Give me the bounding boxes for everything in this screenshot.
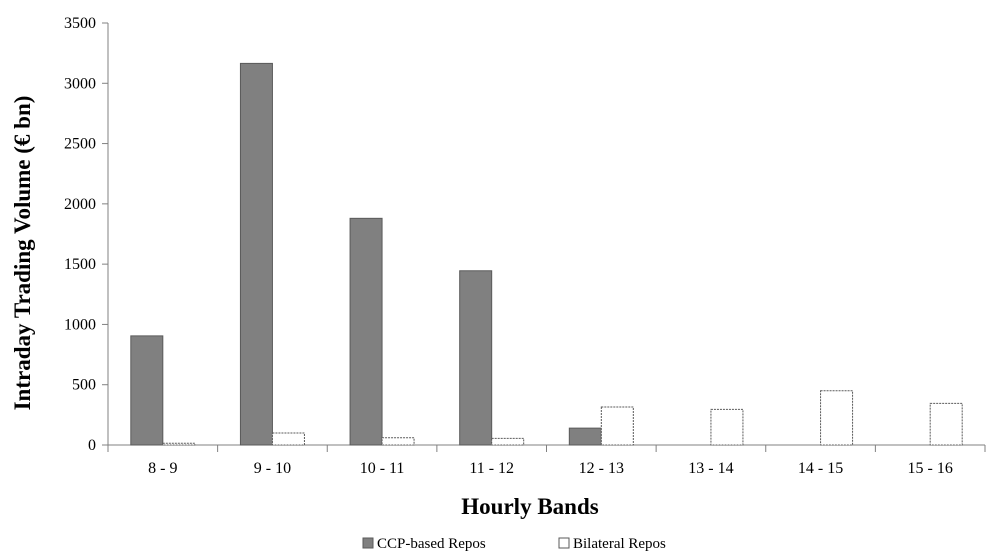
x-tick-label: 13 - 14 — [688, 460, 733, 477]
bar-bilateral-repos — [820, 390, 854, 446]
x-axis: 8 - 9 9 - 10 10 - 11 11 - 12 12 - 13 13 - 14 1… — [107, 444, 986, 477]
legend-label: Bilateral Repos — [573, 536, 666, 552]
bars — [130, 62, 963, 446]
bar-bilateral-repos — [929, 402, 963, 446]
x-tick-label: 8 - 9 — [148, 460, 177, 477]
y-tick-label: 2000 — [64, 196, 96, 213]
x-tick-label: 11 - 12 — [469, 460, 514, 477]
bar-bilateral-repos — [491, 437, 525, 446]
bar-bilateral-repos — [710, 408, 744, 446]
bar-bilateral-repos — [381, 437, 415, 446]
x-tick-label: 12 - 13 — [579, 460, 624, 477]
bar-ccp-based-repos — [459, 270, 493, 446]
bar-ccp-based-repos — [349, 217, 383, 446]
bar-bilateral-repos — [271, 432, 305, 446]
x-tick-label: 9 - 10 — [254, 460, 291, 477]
x-tick-label: 14 - 15 — [798, 460, 843, 477]
y-axis: 0 500 1000 1500 2000 2500 3000 3500 — [64, 15, 109, 454]
y-tick-label: 0 — [88, 437, 96, 454]
bar-bilateral-repos — [162, 442, 196, 446]
legend: CCP-based Repos Bilateral Repos — [362, 536, 666, 552]
y-tick-label: 1000 — [64, 316, 96, 333]
y-tick-label: 3000 — [64, 75, 96, 92]
bar-ccp-based-repos — [239, 62, 273, 446]
bar-ccp-based-repos — [568, 427, 602, 446]
bar-bilateral-repos — [600, 406, 634, 446]
y-tick-label: 1500 — [64, 256, 96, 273]
bar-ccp-based-repos — [130, 335, 164, 446]
y-tick-label: 3500 — [64, 15, 96, 32]
x-axis-title: Hourly Bands — [461, 494, 598, 519]
y-tick-label: 500 — [72, 377, 96, 394]
x-tick-label: 10 - 11 — [360, 460, 405, 477]
legend-swatch — [362, 537, 374, 549]
legend-swatch — [558, 537, 570, 549]
legend-label: CCP-based Repos — [377, 536, 486, 552]
x-tick-label: 15 - 16 — [908, 460, 953, 477]
y-axis-title: Intraday Trading Volume (€ bn) — [10, 96, 35, 411]
y-tick-label: 2500 — [64, 136, 96, 153]
